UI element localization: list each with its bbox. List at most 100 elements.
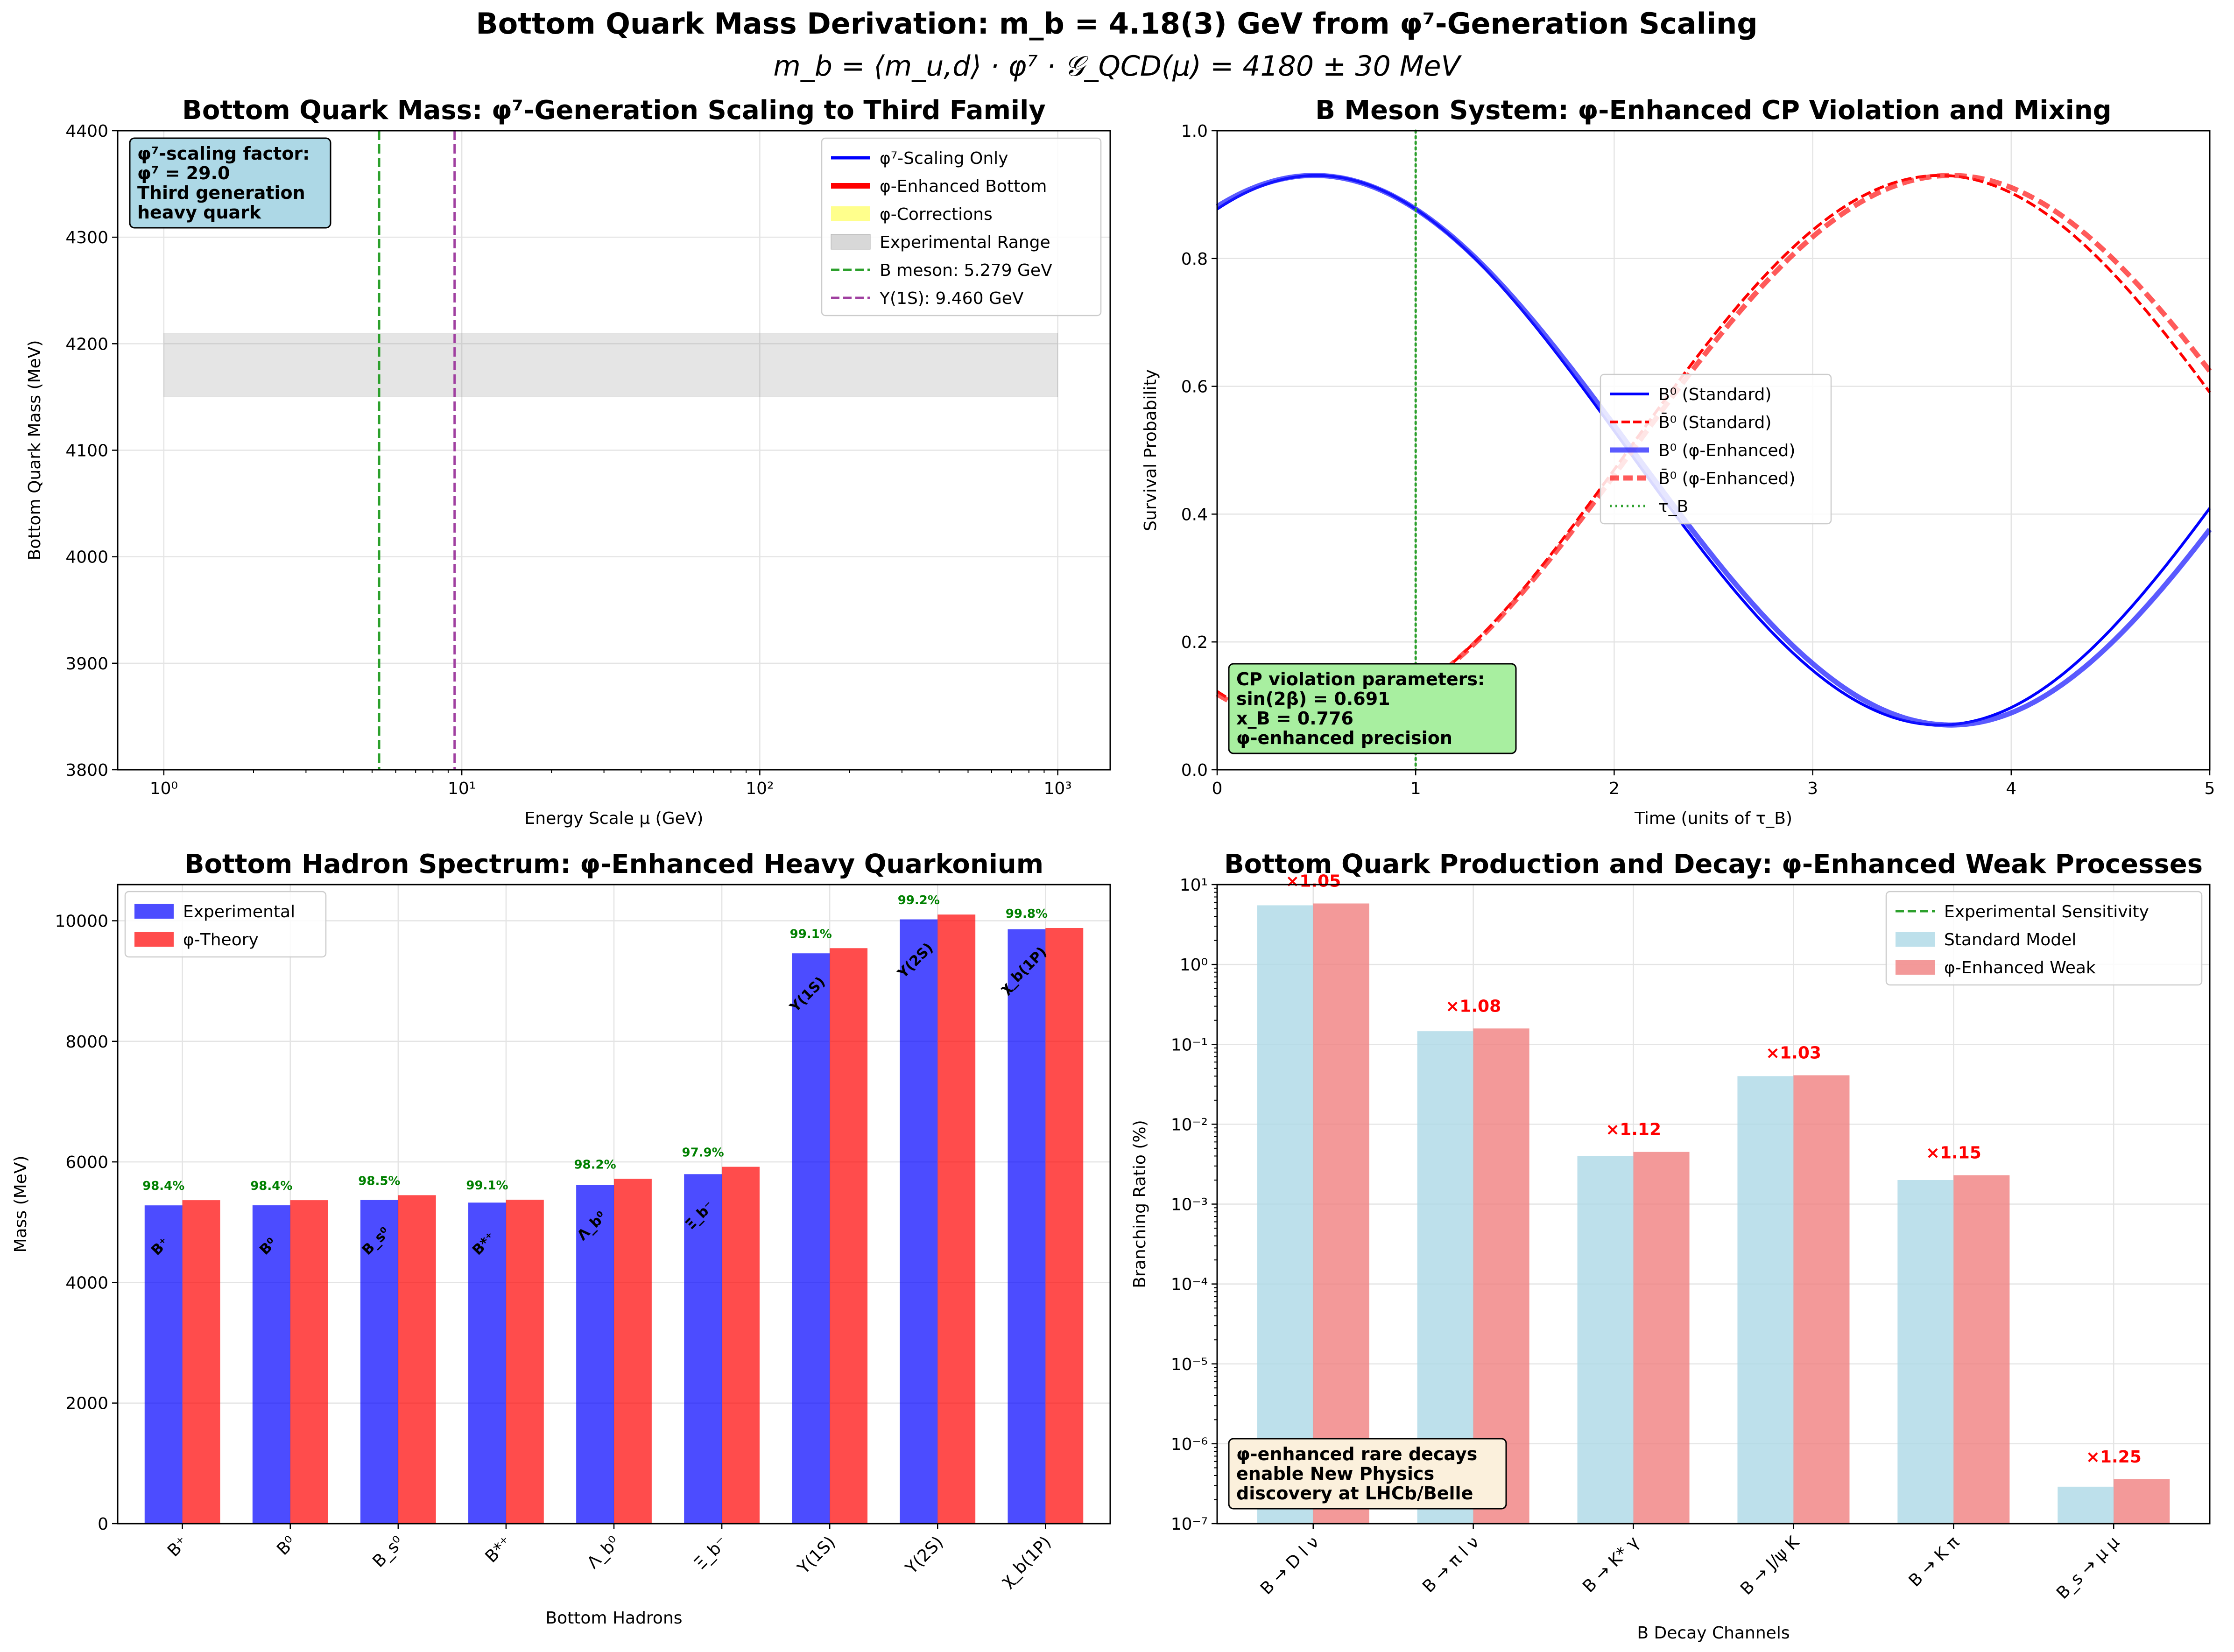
y-tick-label: 0.0 (1181, 761, 1208, 780)
y-axis-label: Branching Ratio (%) (1130, 1120, 1149, 1288)
legend-label: Standard Model (1944, 930, 2076, 949)
y-tick-label: 8000 (65, 1033, 108, 1052)
y-tick-label: 10⁻⁶ (1171, 1435, 1208, 1454)
legend-label: φ-Enhanced Weak (1944, 958, 2096, 977)
annotation-text: Third generation (137, 183, 305, 203)
bar-phi-theory (830, 948, 867, 1524)
accuracy-label: 98.2% (574, 1158, 616, 1172)
x-tick-label: B⁰ (273, 1532, 300, 1559)
bar-phi-theory (722, 1167, 760, 1524)
y-tick-label: 10⁻¹ (1171, 1035, 1208, 1054)
bar-phi-enhanced (1313, 903, 1369, 1524)
x-tick-label: 2 (1609, 779, 1620, 798)
y-tick-label: 0.8 (1181, 250, 1208, 269)
y-tick-label: 1.0 (1181, 122, 1208, 141)
factor-label: ×1.08 (1445, 997, 1501, 1016)
panel-title: Bottom Quark Production and Decay: φ-Enh… (1224, 849, 2203, 879)
x-tick-label: B → K* γ (1579, 1532, 1643, 1596)
legend-label: φ-Corrections (880, 205, 993, 224)
x-tick-label: 3 (1807, 779, 1818, 798)
y-tick-label: 10⁻⁵ (1171, 1355, 1208, 1374)
legend-label: Experimental Range (880, 233, 1050, 252)
accuracy-label: 99.8% (1006, 907, 1048, 921)
legend-swatch (134, 904, 174, 919)
panel-title: B Meson System: φ-Enhanced CP Violation … (1315, 95, 2112, 126)
x-tick-label: 10³ (1043, 779, 1071, 798)
annotation-text: φ⁷-scaling factor: (137, 143, 310, 164)
experimental-range-band (164, 333, 1058, 397)
x-tick-label: B_s → μ μ (2053, 1532, 2123, 1603)
bar-standard-model (1257, 905, 1313, 1524)
x-tick-label: 10¹ (448, 779, 476, 798)
bar-experimental (1008, 929, 1045, 1524)
x-axis-label: Time (units of τ_B) (1634, 809, 1792, 828)
factor-label: ×1.25 (2086, 1448, 2142, 1467)
x-tick-label: B → D l ν (1257, 1532, 1323, 1598)
x-tick-label: 0 (1212, 779, 1223, 798)
legend-label: B⁰ (Standard) (1658, 385, 1771, 404)
legend-label: φ⁷-Scaling Only (880, 149, 1008, 168)
annotation-text: CP violation parameters: (1236, 669, 1485, 689)
bar-experimental (792, 953, 830, 1524)
y-tick-label: 10⁻⁴ (1171, 1275, 1208, 1294)
bar-phi-theory (614, 1179, 652, 1524)
annotation-text: φ-enhanced rare decays (1236, 1444, 1477, 1464)
y-tick-label: 10⁻² (1171, 1115, 1208, 1134)
y-tick-label: 10⁰ (1180, 956, 1208, 975)
y-tick-label: 0.6 (1181, 378, 1208, 397)
legend-label: φ-Theory (183, 930, 259, 949)
legend-label: B meson: 5.279 GeV (880, 261, 1052, 280)
hadron-spectrum-panel: Bottom Hadron Spectrum: φ-Enhanced Heavy… (11, 849, 1110, 1628)
x-tick-label: B → π l ν (1419, 1532, 1483, 1596)
y-tick-label: 4300 (65, 228, 108, 247)
x-tick-label: χ_b(1P) (997, 1532, 1055, 1590)
y-tick-label: 0.2 (1181, 633, 1208, 652)
annotation-text: enable New Physics (1236, 1463, 1434, 1484)
figure-suptitle: Bottom Quark Mass Derivation: m_b = 4.18… (476, 7, 1757, 41)
x-tick-label: B⁺ (164, 1532, 192, 1561)
x-tick-label: B → K π (1905, 1532, 1963, 1590)
panel-title: Bottom Hadron Spectrum: φ-Enhanced Heavy… (184, 849, 1043, 879)
bar-phi-theory (183, 1200, 220, 1524)
factor-label: ×1.03 (1766, 1044, 1821, 1063)
legend-label: τ_B (1658, 497, 1688, 516)
legend-label: B̄⁰ (φ-Enhanced) (1658, 468, 1795, 488)
bar-phi-enhanced (1793, 1076, 1849, 1524)
y-axis-label: Bottom Quark Mass (MeV) (25, 340, 44, 561)
legend-swatch (831, 206, 870, 221)
accuracy-label: 98.4% (250, 1179, 292, 1193)
x-tick-label: Λ_b⁰ (584, 1532, 624, 1573)
y-tick-label: 6000 (65, 1153, 108, 1172)
bar-standard-model (1578, 1156, 1634, 1524)
y-tick-label: 10¹ (1180, 876, 1208, 895)
x-tick-label: 10² (746, 779, 774, 798)
y-tick-label: 4000 (65, 548, 108, 567)
accuracy-label: 99.1% (790, 927, 832, 941)
annotation-text: discovery at LHCb/Belle (1236, 1483, 1473, 1504)
factor-label: ×1.12 (1606, 1120, 1661, 1139)
x-axis-label: Energy Scale μ (GeV) (525, 809, 704, 828)
legend-label: Experimental Sensitivity (1944, 902, 2149, 921)
accuracy-label: 98.4% (142, 1179, 184, 1193)
figure-formula: m_b = ⟨m_u,d⟩ · φ⁷ · 𝒢_QCD(μ) = 4180 ± 3… (773, 50, 1462, 83)
bar-standard-model (1897, 1180, 1953, 1524)
bar-phi-enhanced (1953, 1175, 2009, 1524)
x-tick-label: Υ(1S) (794, 1532, 839, 1578)
y-tick-label: 4200 (65, 335, 108, 354)
legend-swatch (134, 932, 174, 947)
cp-violation-panel: B Meson System: φ-Enhanced CP Violation … (1141, 95, 2215, 828)
annotation-text: heavy quark (137, 202, 261, 223)
y-tick-label: 0 (98, 1515, 108, 1534)
x-tick-label: B*⁺ (482, 1532, 516, 1567)
legend-label: Experimental (183, 902, 295, 921)
legend-label: B⁰ (φ-Enhanced) (1658, 441, 1795, 460)
y-tick-label: 3900 (65, 654, 108, 674)
bar-phi-theory (1045, 928, 1083, 1524)
mass-scaling-panel: Bottom Quark Mass: φ⁷-Generation Scaling… (25, 95, 1110, 828)
x-tick-label: B_s⁰ (369, 1532, 408, 1571)
accuracy-label: 99.2% (898, 893, 940, 907)
decay-panel: Bottom Quark Production and Decay: φ-Enh… (1130, 849, 2210, 1643)
legend-label: B̄⁰ (Standard) (1658, 412, 1771, 432)
y-tick-label: 4100 (65, 442, 108, 461)
x-tick-label: 5 (2205, 779, 2215, 798)
